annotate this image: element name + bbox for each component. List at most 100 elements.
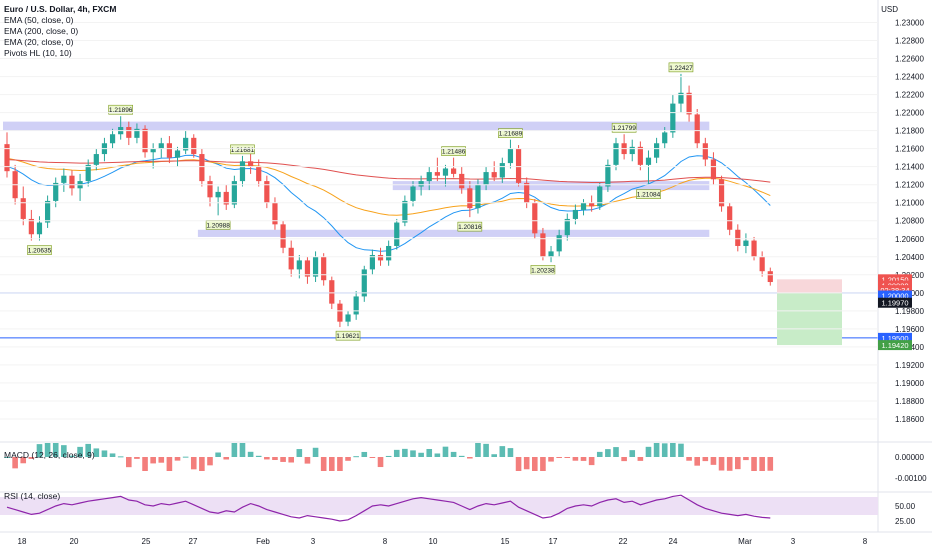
pivot-label: 1.21689 [499,131,523,138]
macd-histogram-bar [450,451,457,457]
time-axis[interactable]: 18 20 25 27 Feb 3 8 10 15 17 22 24 Mar 3 8 [0,531,932,546]
candle-body [377,254,384,261]
symbol-title[interactable]: Euro / U.S. Dollar, 4h, FXCM [4,4,117,14]
price-tag: 1.20150 [881,275,908,284]
legend-ema50[interactable]: EMA (50, close, 0) [4,15,74,25]
macd-histogram-bar [637,457,644,461]
macd-histogram-bar [710,457,717,465]
macd-histogram-bar [312,447,319,457]
candle-body [759,256,765,272]
time-tick-label: 15 [501,537,510,546]
candle-body [296,260,302,270]
legend-pivots[interactable]: Pivots HL (10, 10) [4,48,72,58]
macd-histogram-bar [345,457,351,461]
candle-body [670,103,676,133]
macd-histogram-bar [69,455,75,457]
pivot-label-box [27,245,52,255]
support-resistance-zone [197,229,710,237]
macd-histogram-bar [572,457,579,461]
price-tag-box [878,290,912,301]
candle-body [345,314,351,322]
candle-body [150,148,156,153]
macd-label[interactable]: MACD (12, 26, close, 9) [4,450,95,460]
time-tick-label: 3 [311,537,316,546]
macd-histogram-bar [523,457,530,470]
macd-histogram-bar [645,446,652,457]
macd-histogram-bar [101,450,108,457]
legend-ema200[interactable]: EMA (200, close, 0) [4,26,79,36]
pivot-label: 1.20988 [206,222,230,229]
price-tick-label: 1.21400 [895,163,924,172]
macd-histogram-bar [150,457,156,464]
rsi-line [6,494,771,522]
macd-histogram-bar [44,443,51,457]
candle-body [727,206,733,230]
price-tag-box [878,340,912,351]
price-tick-label: 1.19200 [895,361,924,370]
candle-body [272,202,278,225]
pivot-label: 1.19621 [336,333,360,340]
macd-histogram-bar [743,457,749,461]
pivot-label-box [668,62,694,73]
time-tick-label: 22 [619,537,628,546]
rsi-band [0,497,878,515]
candle-body [191,137,197,155]
candle-body [280,224,286,248]
pivot-label-box [230,144,255,155]
candle-body [451,168,457,174]
candle-body [53,182,59,201]
candle-body [183,137,189,151]
candle-body [507,148,514,164]
rsi-label[interactable]: RSI (14, close) [4,491,61,501]
macd-histogram-bar [93,448,100,457]
price-tick-label: 1.19600 [895,325,924,334]
time-tick-label: 3 [791,537,796,546]
macd-histogram-bar [564,457,571,458]
price-tag-box [878,285,912,296]
macd-histogram-bar [410,450,416,457]
position-tool[interactable] [777,279,842,346]
macd-histogram-bar [458,455,465,457]
candle-body [629,146,635,155]
macd-histogram-bar [280,457,286,462]
candle-body [556,235,562,252]
candle-body [45,200,51,223]
time-tick-label: 24 [669,537,678,546]
macd-histogram-bar [507,448,514,457]
macd-histogram-bar [158,457,165,463]
pivot-label: 1.21084 [637,192,661,199]
macd-histogram-bar [767,457,774,471]
pivot-label: 1.20238 [531,267,555,274]
price-tick-label: 1.19000 [895,379,924,388]
macd-histogram-bar [661,443,668,457]
macd-histogram-bar [288,457,294,463]
rsi-tick-label: 50.00 [895,502,916,511]
candle-body [61,175,67,183]
macd-histogram-bar [393,449,400,457]
macd-histogram-bar [20,457,27,464]
candle-body [166,143,172,158]
price-tick-label: 1.18800 [895,397,924,406]
candle-body [369,254,375,270]
candle-body [215,191,221,198]
pivot-label-box [457,221,483,232]
legend-ema20[interactable]: EMA (20, close, 0) [4,37,74,47]
macd-histogram-bar [166,457,173,471]
macd-histogram-bar [61,445,67,457]
macd-histogram-bar [629,450,636,457]
candle-body [678,92,684,104]
pivot-label: 1.20635 [28,248,52,255]
candle-body [410,186,416,201]
candle-body [613,143,619,165]
candle-body [418,181,424,187]
pivot-label: 1.21896 [109,107,133,114]
macd-histogram-bar [117,456,124,458]
pivot-label: 1.21799 [612,125,636,132]
candle-body [361,269,367,297]
price-axis[interactable]: 1.23000 1.22800 1.22600 1.22400 1.22200 1.220… [0,0,924,532]
candle-body [499,163,505,178]
pivot-label-box [108,104,133,115]
macd-histogram-bar [142,457,148,471]
macd-histogram-bar [515,457,522,471]
